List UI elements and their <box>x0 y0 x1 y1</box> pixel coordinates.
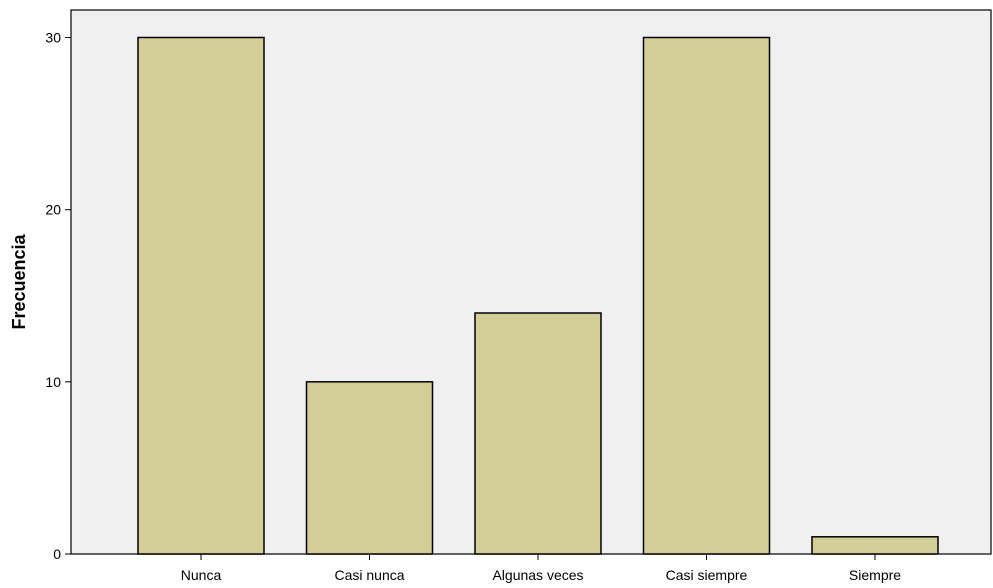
bar-casi-siempre <box>642 36 771 555</box>
y-tick-label: 10 <box>45 374 61 390</box>
y-tick-label: 20 <box>45 202 61 218</box>
y-tick-label: 0 <box>53 546 61 562</box>
bar-casi-nunca <box>305 381 434 555</box>
bar-nunca <box>137 36 265 555</box>
y-tick-label: 30 <box>45 30 61 46</box>
x-tick-label: Siempre <box>849 567 901 583</box>
x-tick-label: Casi nunca <box>334 567 404 583</box>
bar-siempre <box>811 536 939 555</box>
x-tick-label: Nunca <box>181 567 222 583</box>
x-tick-label: Casi siempre <box>666 567 748 583</box>
bar-algunas-veces <box>474 312 602 555</box>
bars <box>137 36 939 555</box>
x-axis: Nunca Casi nunca Algunas veces Casi siempre… <box>181 554 901 583</box>
x-tick-label: Algunas veces <box>492 567 583 583</box>
y-axis: 0 10 20 30 <box>45 30 71 562</box>
y-axis-label: Frecuencia <box>9 233 29 329</box>
